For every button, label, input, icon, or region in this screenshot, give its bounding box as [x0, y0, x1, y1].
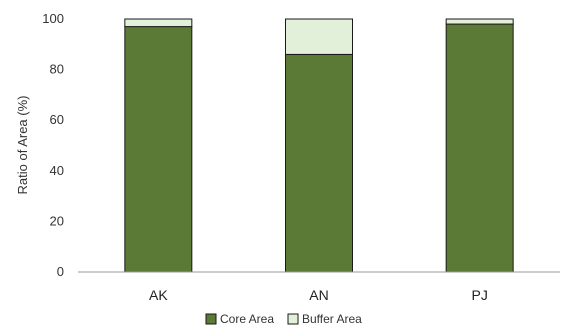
y-tick-label: 20 — [50, 213, 64, 228]
bar-an-core-area — [285, 53, 353, 273]
bar-an-buffer-area — [285, 18, 353, 55]
y-tick-label: 0 — [57, 264, 64, 279]
bar-ak-buffer-area — [124, 18, 193, 28]
y-tick-label: 80 — [50, 62, 64, 77]
bar-pj-buffer-area — [445, 18, 514, 25]
legend-swatch — [205, 313, 217, 325]
bar-ak-core-area — [124, 26, 193, 273]
bars — [124, 18, 514, 273]
legend-swatch — [287, 313, 299, 325]
x-tick-label: AN — [309, 287, 328, 303]
y-tick-label: 40 — [50, 163, 64, 178]
y-tick-label: 60 — [50, 112, 64, 127]
y-axis-ticks: 0 20 40 60 80 100 — [42, 11, 64, 279]
y-tick-label: 100 — [42, 11, 64, 26]
x-axis-labels: AK AN PJ — [149, 287, 488, 303]
bar-pj-core-area — [445, 23, 514, 273]
x-tick-label: PJ — [471, 287, 487, 303]
legend: Core Area Buffer Area — [205, 312, 362, 326]
legend-label: Core Area — [220, 312, 274, 326]
y-axis-title: Ratio of Area (%) — [15, 96, 30, 195]
legend-label: Buffer Area — [302, 312, 362, 326]
x-tick-label: AK — [149, 287, 168, 303]
